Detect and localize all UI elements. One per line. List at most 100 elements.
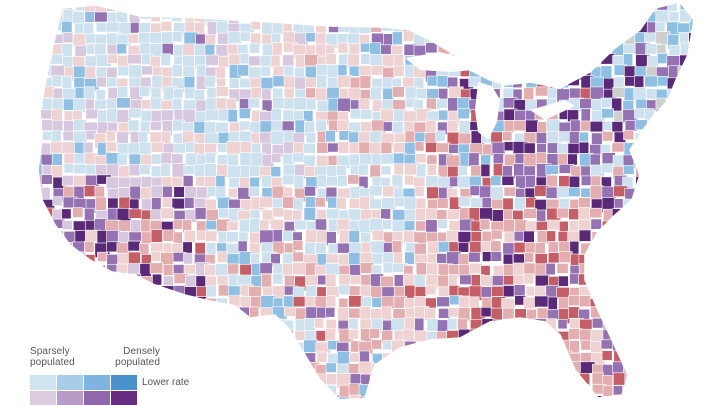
- county-cell: [503, 77, 514, 88]
- county-cell: [413, 274, 426, 289]
- county-cell: [358, 163, 369, 176]
- county-cell: [94, 99, 109, 110]
- county-cell: [512, 21, 526, 32]
- county-cell: [62, 318, 78, 329]
- legend-sparse-line1: Sparsely: [30, 346, 70, 357]
- county-cell: [569, 31, 580, 43]
- county-cell: [502, 396, 519, 400]
- county-cell: [556, 372, 572, 385]
- county-cell: [105, 141, 118, 153]
- county-cell: [655, 341, 669, 357]
- county-cell: [657, 185, 670, 196]
- county-cell: [611, 2, 624, 13]
- county-cell: [107, 53, 119, 64]
- county-cell: [127, 240, 141, 252]
- county-cell: [72, 329, 84, 344]
- county-cell: [183, 328, 194, 341]
- county-cell: [656, 295, 671, 312]
- county-cell: [38, 295, 40, 311]
- county-cell: [689, 230, 694, 247]
- county-cell: [678, 132, 692, 145]
- county-cell: [689, 76, 694, 86]
- county-cell: [680, 306, 692, 317]
- great-lakes-michigan: [475, 82, 500, 140]
- county-cell: [668, 395, 679, 400]
- county-cell: [591, 372, 604, 385]
- county-cell: [281, 374, 293, 388]
- county-cell: [314, 318, 325, 329]
- county-cell: [677, 197, 690, 209]
- county-cell: [359, 153, 372, 165]
- county-cell: [369, 185, 383, 197]
- county-cell: [437, 241, 450, 253]
- county-cell: [305, 132, 317, 144]
- county-cell: [349, 394, 361, 400]
- county-cell: [600, 241, 611, 255]
- county-cell: [512, 394, 526, 400]
- county-cell: [172, 31, 183, 43]
- county-cell: [205, 2, 219, 10]
- county-cell: [205, 254, 216, 265]
- county-cell: [535, 53, 551, 66]
- county-cell: [116, 97, 131, 109]
- county-cell: [304, 385, 318, 399]
- county-cell: [105, 219, 121, 231]
- county-cell: [160, 163, 171, 177]
- county-cell: [655, 307, 671, 317]
- county-cell: [655, 385, 670, 397]
- county-cell: [656, 286, 670, 300]
- county-cell: [358, 196, 371, 211]
- county-cell: [645, 231, 656, 247]
- county-cell: [436, 296, 451, 307]
- county-cell: [281, 352, 294, 367]
- county-cell: [228, 177, 241, 189]
- county-cell: [85, 274, 101, 291]
- county-cell: [447, 274, 458, 288]
- county-cell: [668, 11, 680, 22]
- county-cell: [636, 384, 649, 396]
- county-cell: [84, 296, 100, 309]
- county-cell: [624, 242, 636, 255]
- county-cell: [425, 119, 437, 135]
- county-cell: [425, 142, 438, 153]
- county-cell: [601, 230, 613, 246]
- county-cell: [567, 187, 581, 197]
- county-cell: [690, 175, 694, 189]
- county-cell: [490, 175, 502, 186]
- county-cell: [600, 274, 611, 287]
- county-cell: [238, 108, 251, 119]
- county-cell: [688, 253, 694, 264]
- county-cell: [480, 163, 491, 177]
- county-cell: [613, 253, 628, 263]
- county-cell: [647, 208, 661, 223]
- county-cell: [116, 43, 127, 55]
- county-cell: [633, 306, 650, 316]
- county-cell: [38, 186, 42, 200]
- county-cell: [490, 229, 503, 240]
- county-cell: [391, 45, 404, 56]
- county-cell: [525, 33, 542, 48]
- county-cell: [678, 76, 690, 92]
- county-cell: [163, 264, 174, 276]
- county-cell: [535, 152, 547, 165]
- county-cell: [303, 143, 316, 154]
- county-cell: [261, 175, 273, 188]
- county-cell: [51, 98, 64, 111]
- county-cell: [74, 317, 89, 329]
- county-cell: [336, 197, 347, 210]
- county-cell: [38, 241, 47, 257]
- county-cell: [667, 297, 679, 309]
- county-cell: [668, 229, 680, 240]
- county-cell: [435, 384, 448, 398]
- county-cell: [283, 87, 295, 99]
- county-cell: [547, 383, 561, 397]
- county-cell: [471, 383, 485, 396]
- county-cell: [656, 329, 672, 342]
- county-cell: [50, 251, 61, 264]
- county-cell: [118, 196, 131, 210]
- county-cell: [193, 318, 205, 333]
- county-cell: [679, 350, 694, 363]
- county-cell: [558, 394, 570, 400]
- county-cell: [545, 2, 557, 12]
- county-cell: [503, 219, 515, 234]
